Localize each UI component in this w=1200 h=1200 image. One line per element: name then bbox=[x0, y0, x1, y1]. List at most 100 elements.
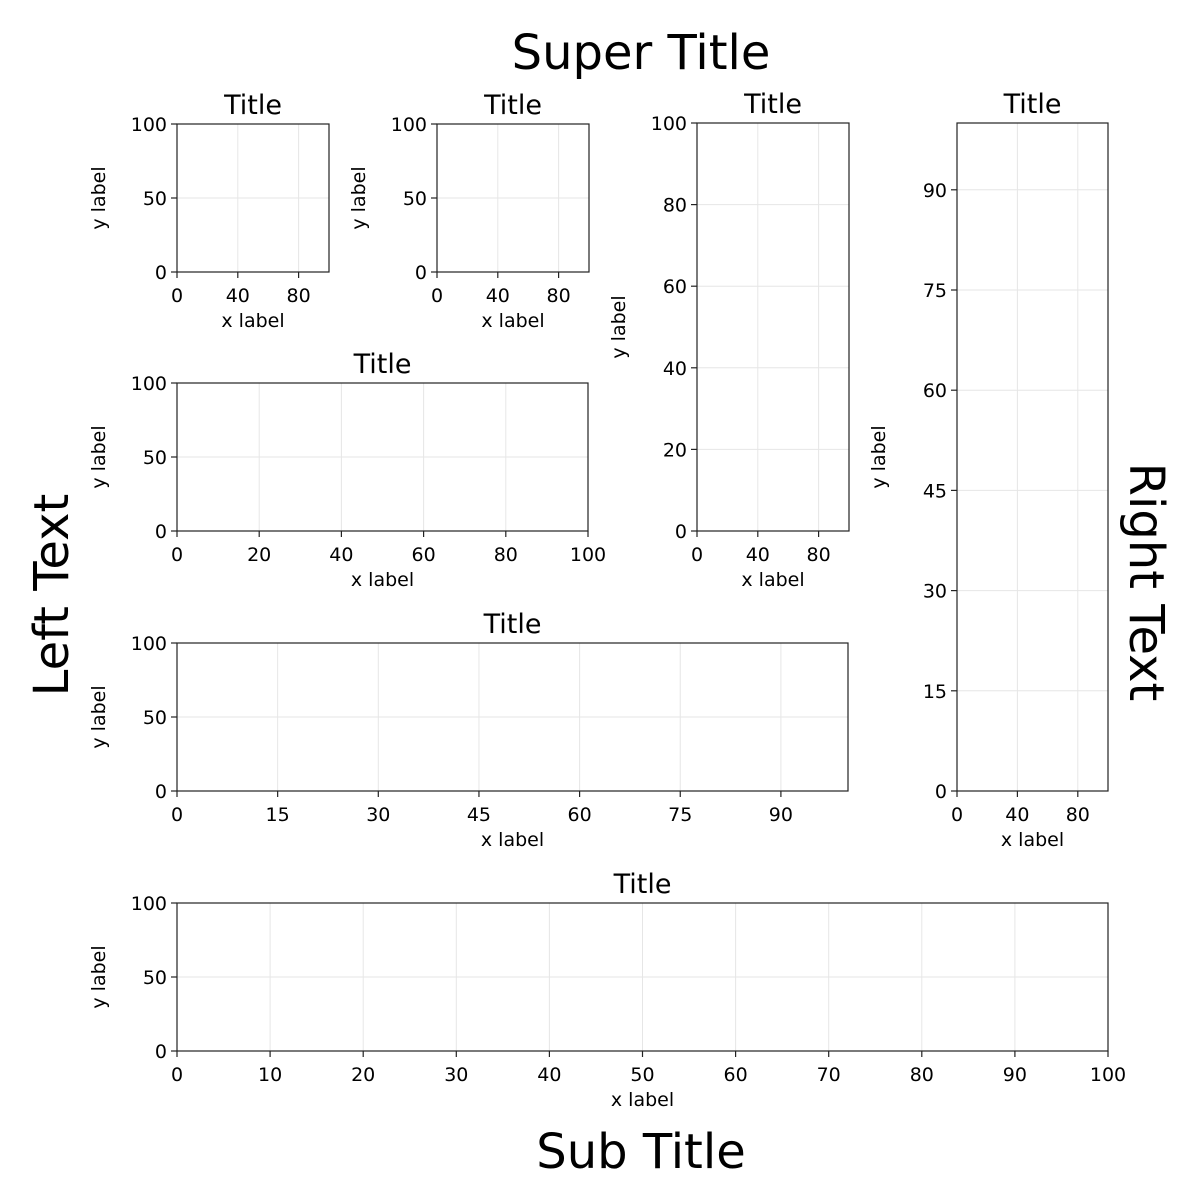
y-tick-label: 50 bbox=[403, 188, 427, 210]
plot-frame bbox=[956, 122, 1109, 792]
x-tick-label: 60 bbox=[724, 1064, 748, 1086]
y-tick-label: 50 bbox=[143, 188, 167, 210]
y-tick-label: 20 bbox=[663, 439, 687, 461]
y-tick-label: 0 bbox=[155, 262, 167, 284]
x-tick-label: 0 bbox=[171, 1064, 183, 1086]
x-axis-label: x label bbox=[611, 1089, 674, 1111]
x-tick-label: 80 bbox=[1066, 804, 1090, 826]
y-tick-label: 0 bbox=[935, 781, 947, 803]
y-tick-label: 50 bbox=[143, 967, 167, 989]
y-tick-label: 0 bbox=[155, 1041, 167, 1063]
y-tick-label: 0 bbox=[155, 521, 167, 543]
y-axis-label: y label bbox=[868, 425, 890, 488]
x-tick-label: 10 bbox=[258, 1064, 282, 1086]
axes-title: Title bbox=[483, 609, 542, 640]
x-tick-label: 40 bbox=[226, 285, 250, 307]
y-axis-label: y label bbox=[88, 945, 110, 1008]
x-tick-label: 0 bbox=[171, 804, 183, 826]
x-tick-label: 90 bbox=[1003, 1064, 1027, 1086]
axes-title: Title bbox=[743, 89, 802, 120]
x-tick-label: 40 bbox=[329, 544, 353, 566]
sub-title: Sub Title bbox=[536, 1124, 745, 1180]
y-tick-label: 0 bbox=[415, 262, 427, 284]
x-tick-label: 20 bbox=[247, 544, 271, 566]
x-tick-label: 40 bbox=[537, 1064, 561, 1086]
x-tick-label: 100 bbox=[570, 544, 606, 566]
x-tick-label: 80 bbox=[287, 285, 311, 307]
x-axis-label: x label bbox=[1001, 829, 1064, 851]
x-tick-label: 90 bbox=[769, 804, 793, 826]
axes-panel: 0 40 80 0 50 100 Title x label y label bbox=[348, 90, 590, 332]
x-tick-label: 50 bbox=[630, 1064, 654, 1086]
y-axis-label: y label bbox=[88, 166, 110, 229]
y-tick-label: 60 bbox=[663, 276, 687, 298]
y-tick-label: 40 bbox=[663, 358, 687, 380]
x-tick-label: 70 bbox=[817, 1064, 841, 1086]
super-title: Super Title bbox=[512, 25, 771, 81]
y-tick-label: 45 bbox=[923, 480, 947, 502]
y-tick-label: 100 bbox=[651, 113, 687, 135]
y-tick-label: 90 bbox=[923, 180, 947, 202]
y-tick-label: 80 bbox=[663, 195, 687, 217]
x-axis-label: x label bbox=[481, 310, 544, 332]
x-axis-label: x label bbox=[481, 829, 544, 851]
y-tick-label: 100 bbox=[131, 373, 167, 395]
y-axis-label: y label bbox=[348, 166, 370, 229]
x-axis-label: x label bbox=[741, 569, 804, 591]
x-tick-label: 100 bbox=[1090, 1064, 1126, 1086]
right-text: Right Text bbox=[1118, 463, 1174, 702]
axes-title: Title bbox=[223, 90, 282, 121]
x-tick-label: 60 bbox=[568, 804, 592, 826]
y-tick-label: 100 bbox=[131, 633, 167, 655]
x-tick-label: 75 bbox=[668, 804, 692, 826]
y-tick-label: 75 bbox=[923, 280, 947, 302]
axes-panel: 0 15 30 45 60 75 90 0 50 100 Title x label y label bbox=[88, 609, 849, 851]
x-tick-label: 60 bbox=[412, 544, 436, 566]
x-tick-label: 80 bbox=[494, 544, 518, 566]
axes-title: Title bbox=[483, 90, 542, 121]
y-tick-label: 60 bbox=[923, 380, 947, 402]
axes-panel: 0 20 40 60 80 100 0 50 100 Title x label y label bbox=[88, 349, 606, 591]
plot-frame bbox=[696, 122, 850, 532]
axes-panel: 0 10 20 30 40 50 60 70 80 90 100 0 50 100 Title x label… bbox=[88, 869, 1126, 1111]
axes-panel: 0 40 80 0 50 100 Title x label y label bbox=[88, 90, 330, 332]
x-tick-label: 15 bbox=[266, 804, 290, 826]
x-tick-label: 0 bbox=[691, 544, 703, 566]
y-axis-label: y label bbox=[88, 685, 110, 748]
x-axis-label: x label bbox=[221, 310, 284, 332]
y-tick-label: 30 bbox=[923, 581, 947, 603]
axes-title: Title bbox=[353, 349, 412, 380]
x-tick-label: 45 bbox=[467, 804, 491, 826]
x-tick-label: 80 bbox=[807, 544, 831, 566]
y-tick-label: 0 bbox=[675, 521, 687, 543]
left-text: Left Text bbox=[24, 494, 80, 697]
x-tick-label: 30 bbox=[366, 804, 390, 826]
y-axis-label: y label bbox=[608, 295, 630, 358]
x-tick-label: 0 bbox=[431, 285, 443, 307]
x-tick-label: 40 bbox=[1005, 804, 1029, 826]
y-tick-label: 100 bbox=[391, 114, 427, 136]
y-tick-label: 100 bbox=[131, 114, 167, 136]
x-tick-label: 40 bbox=[486, 285, 510, 307]
axes-panel: 0 40 80 0 20 40 60 80 100 Title x label y label bbox=[608, 89, 850, 591]
y-tick-label: 100 bbox=[131, 893, 167, 915]
axes-title: Title bbox=[613, 869, 672, 900]
x-tick-label: 0 bbox=[171, 285, 183, 307]
y-tick-label: 50 bbox=[143, 447, 167, 469]
y-axis-label: y label bbox=[88, 425, 110, 488]
y-tick-label: 15 bbox=[923, 681, 947, 703]
y-tick-label: 0 bbox=[155, 781, 167, 803]
axes-title: Title bbox=[1003, 89, 1062, 120]
x-tick-label: 30 bbox=[444, 1064, 468, 1086]
x-tick-label: 0 bbox=[171, 544, 183, 566]
x-tick-label: 80 bbox=[547, 285, 571, 307]
x-tick-label: 40 bbox=[746, 544, 770, 566]
y-tick-label: 50 bbox=[143, 707, 167, 729]
axes-panel: 0 40 80 0 15 30 45 60 75 90 Title x label y label bbox=[868, 89, 1109, 851]
x-axis-label: x label bbox=[351, 569, 414, 591]
x-tick-label: 80 bbox=[910, 1064, 934, 1086]
x-tick-label: 0 bbox=[951, 804, 963, 826]
x-tick-label: 20 bbox=[351, 1064, 375, 1086]
